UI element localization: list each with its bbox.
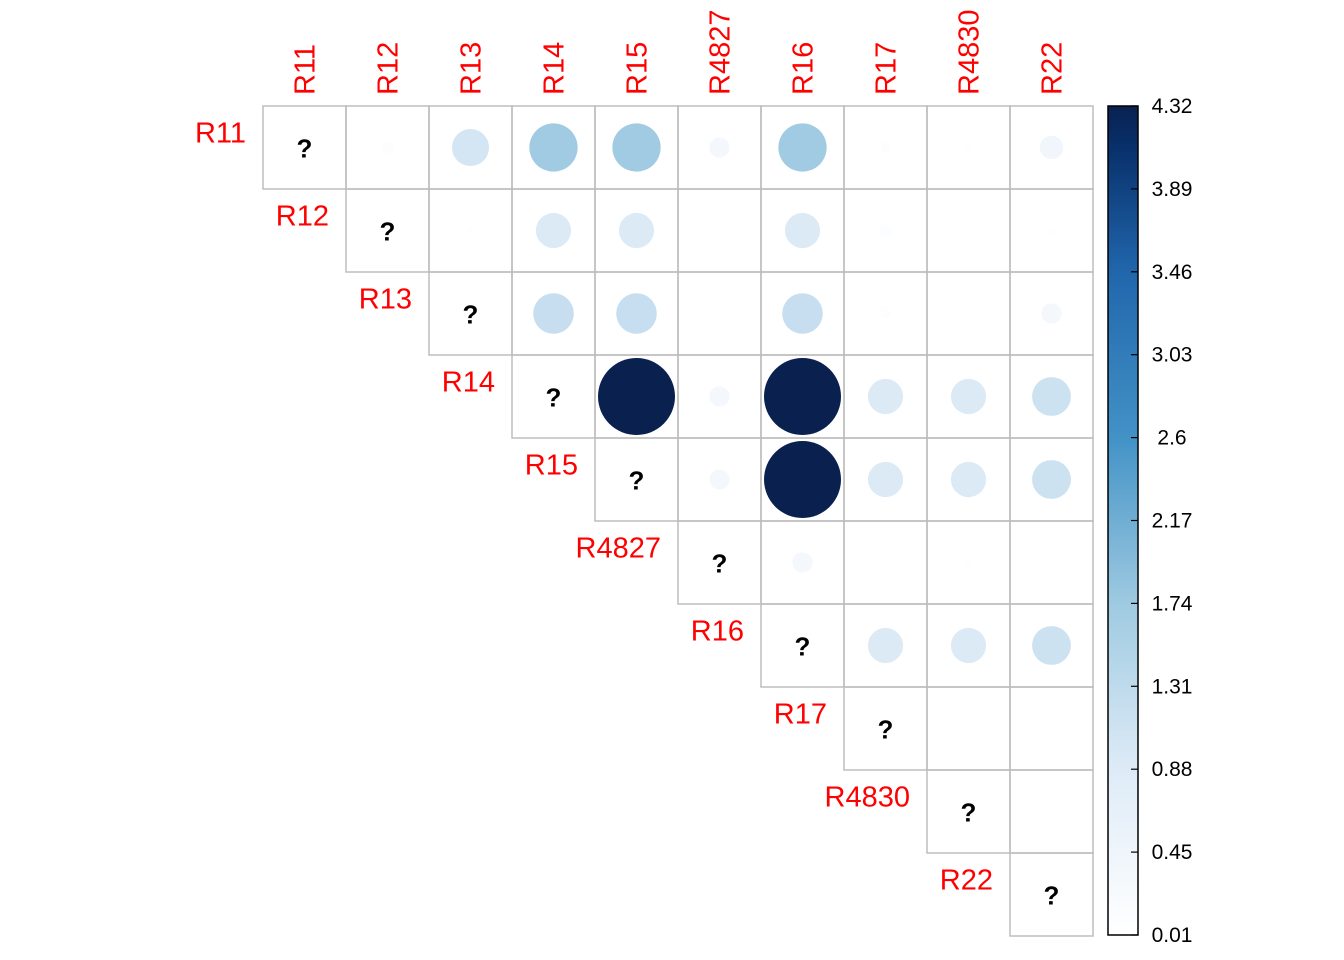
col-label-R11: R11: [290, 44, 322, 95]
row-label-R4830: R4830: [825, 782, 910, 814]
col-label-R14: R14: [539, 42, 571, 95]
col-label-R15: R15: [622, 42, 654, 95]
circle-R4827-R17: [883, 560, 888, 565]
circle-R11-R4830: [964, 143, 973, 152]
circle-R17-R4830: [965, 725, 972, 732]
row-label-R17: R17: [774, 699, 827, 731]
circle-R11-R22: [1039, 135, 1064, 160]
diagonal-mark-R11: ?: [297, 134, 313, 164]
text-layer: ?????????? R11 R12 R13 R14 R15 R4827 R16 R17 R483…: [195, 10, 1069, 911]
diagonal-mark-R15: ?: [629, 466, 645, 496]
row-label-R4827: R4827: [576, 533, 661, 565]
circle-R14-R16: [764, 358, 841, 435]
row-label-R22: R22: [940, 865, 993, 897]
row-label-R15: R15: [525, 450, 578, 482]
colorbar-tick-label: 2.6: [1157, 427, 1186, 450]
circle-R12-R15: [618, 212, 655, 249]
circle-R12-R4827: [717, 228, 722, 233]
grid-cell-R22-R22: [1009, 852, 1094, 937]
circle-R12-R16: [784, 212, 821, 249]
diagonal-mark-R14: ?: [546, 383, 562, 413]
circle-R11-R12: [381, 141, 394, 154]
circle-R16-R17: [867, 627, 904, 664]
circle-R11-R17: [880, 142, 891, 153]
circle-R14-R4827: [709, 386, 730, 407]
circle-R4830-R22: [1048, 808, 1055, 815]
row-label-R12: R12: [276, 201, 329, 233]
circle-R4827-R16: [792, 552, 813, 573]
diagonal-mark-R16: ?: [795, 632, 811, 662]
circle-R15-R16: [764, 441, 841, 518]
col-label-R13: R13: [456, 42, 488, 95]
colorbar-tick-label: 1.31: [1152, 675, 1193, 698]
diagonal-mark-R13: ?: [463, 300, 479, 330]
circle-R4827-R22: [1048, 559, 1055, 566]
row-label-R11: R11: [195, 118, 246, 150]
circle-R4827-R4830: [964, 558, 973, 567]
colorbar-tick-label: 3.03: [1152, 344, 1193, 367]
circle-R14-R22: [1032, 377, 1071, 416]
circle-R14-R17: [867, 378, 904, 415]
circle-R13-R4827: [717, 311, 722, 316]
circle-R13-R22: [1041, 303, 1062, 324]
col-label-R17: R17: [871, 42, 903, 95]
circle-R12-R13: [466, 226, 475, 235]
circle-R13-R17: [880, 308, 891, 319]
circle-R16-R22: [1032, 626, 1071, 665]
colorbar-tick-label: 1.74: [1152, 592, 1193, 615]
circle-R11-R4827: [709, 137, 730, 158]
circle-R17-R22: [1048, 725, 1055, 732]
colorbar-tick-label: 0.88: [1152, 758, 1193, 781]
circle-R13-R14: [533, 293, 574, 334]
colorbar-tick-label: 4.32: [1152, 95, 1193, 118]
colorbar: 4.32 3.89 3.46 3.03 2.6 2.17 1.74 1.31 0.88 0.45 0…: [1107, 95, 1193, 947]
circle-R12-R17: [879, 224, 892, 237]
row-label-R14: R14: [442, 367, 495, 399]
diagonal-mark-R4827: ?: [712, 549, 728, 579]
colorbar-tick-label: 0.01: [1152, 924, 1193, 947]
circle-layer: [381, 123, 1071, 815]
circle-R14-R4830: [950, 378, 987, 415]
circle-R16-R4830: [950, 627, 987, 664]
grid-layer: [262, 105, 1094, 937]
circle-R13-R16: [782, 293, 823, 334]
colorbar-tick-label: 0.45: [1152, 841, 1193, 864]
circle-R12-R14: [535, 212, 572, 249]
circle-R15-R4827: [709, 469, 730, 490]
col-label-R4827: R4827: [705, 10, 737, 95]
circle-R15-R22: [1032, 460, 1071, 499]
colorbar-tick-label: 3.89: [1152, 178, 1193, 201]
col-label-R12: R12: [373, 42, 405, 95]
col-label-R16: R16: [788, 42, 820, 95]
circle-R11-R15: [612, 123, 661, 172]
circle-R13-R15: [616, 293, 657, 334]
row-label-R16: R16: [691, 616, 744, 648]
circle-R11-R16: [778, 123, 827, 172]
circle-R11-R13: [451, 128, 490, 167]
diagonal-mark-R12: ?: [380, 217, 396, 247]
diagonal-mark-R17: ?: [878, 715, 894, 745]
colorbar-tick-label: 3.46: [1152, 261, 1193, 284]
circle-R12-R22: [1047, 226, 1056, 235]
circle-R12-R4830: [966, 228, 971, 233]
circle-R15-R4830: [950, 461, 987, 498]
colorbar-ticks: 4.32 3.89 3.46 3.03 2.6 2.17 1.74 1.31 0.88 0.45 0…: [1131, 95, 1193, 947]
col-label-R4830: R4830: [954, 10, 986, 95]
circle-R14-R15: [598, 358, 675, 435]
circle-R11-R14: [529, 123, 578, 172]
diagonal-mark-R4830: ?: [961, 798, 977, 828]
diagonal-mark-R22: ?: [1044, 881, 1060, 911]
col-label-R22: R22: [1037, 42, 1069, 95]
circle-R13-R4830: [966, 311, 971, 316]
row-label-R13: R13: [359, 284, 412, 316]
circle-R15-R17: [867, 461, 904, 498]
colorbar-tick-label: 2.17: [1152, 510, 1193, 533]
